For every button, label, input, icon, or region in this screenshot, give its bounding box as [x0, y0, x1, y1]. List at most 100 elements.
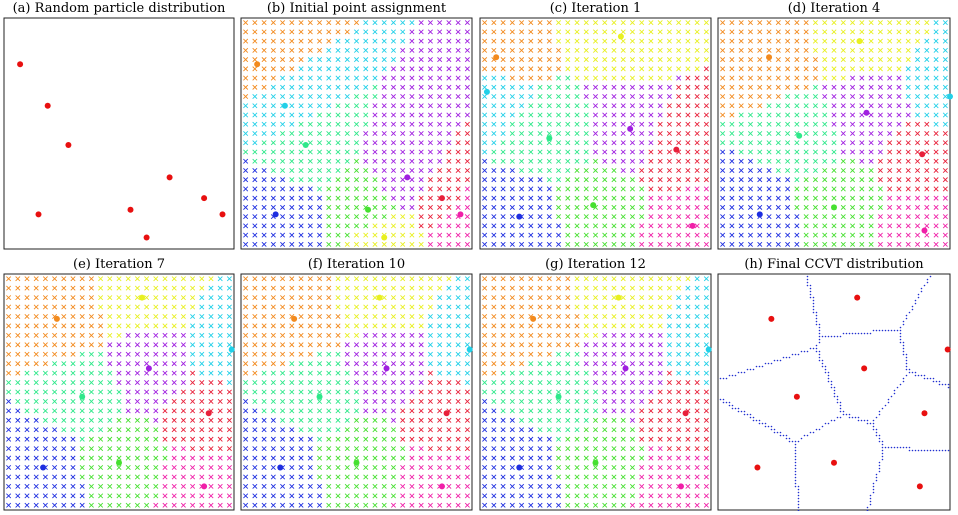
cell-boundary: [827, 374, 830, 377]
grid-cross: [372, 47, 378, 53]
grid-cross: [298, 140, 304, 146]
grid-cross: [785, 130, 791, 137]
grid-cross: [500, 232, 506, 238]
grid-cross: [850, 158, 856, 164]
grid-cross: [648, 66, 654, 72]
grid-cross: [766, 29, 772, 35]
grid-cross: [738, 84, 744, 90]
cell-boundary: [773, 359, 776, 362]
grid-cross: [546, 121, 552, 127]
grid-cross: [335, 232, 341, 238]
grid-cross: [639, 130, 645, 137]
grid-cross: [491, 75, 497, 81]
grid-cross: [270, 66, 276, 72]
panel-title: (h) Final CCVT distribution: [744, 257, 924, 272]
grid-cross: [859, 186, 865, 192]
cell-boundary: [923, 374, 926, 377]
grid-cross: [803, 121, 809, 127]
grid-cross: [840, 195, 846, 201]
grid-cross: [738, 241, 744, 247]
grid-cross: [565, 140, 571, 146]
grid-cross: [289, 112, 295, 118]
cell-boundary: [779, 434, 782, 437]
grid-cross: [418, 20, 424, 26]
generator: [831, 204, 837, 211]
grid-cross: [400, 130, 406, 137]
grid-cross: [831, 158, 837, 164]
grid-cross: [775, 66, 781, 72]
grid-cross: [565, 232, 571, 238]
grid-cross: [592, 20, 599, 26]
cell-boundary: [752, 419, 755, 422]
grid-cross: [289, 57, 295, 63]
grid-cross: [831, 177, 837, 183]
cell-boundary: [902, 323, 905, 326]
grid-cross: [812, 20, 818, 26]
particle: [861, 365, 868, 372]
grid-cross: [747, 204, 753, 210]
grid-cross: [747, 223, 753, 229]
grid-cross: [629, 94, 635, 100]
grid-cross: [775, 103, 781, 109]
grid-cross: [757, 84, 763, 90]
grid-cross: [565, 84, 571, 90]
grid-cross: [270, 149, 276, 155]
grid-cross: [261, 140, 267, 146]
grid-cross: [289, 75, 295, 81]
grid-cross: [639, 75, 645, 81]
generator: [228, 346, 235, 353]
grid-cross: [676, 130, 682, 137]
grid-cross: [455, 75, 461, 81]
grid-cross: [775, 47, 781, 53]
grid-cross: [500, 112, 506, 118]
cell-boundary: [815, 350, 818, 353]
grid-cross: [592, 103, 599, 109]
grid-cross: [455, 241, 461, 247]
cell-boundary: [944, 383, 947, 386]
grid-cross: [261, 20, 267, 26]
grid-cross: [602, 149, 608, 155]
grid-cross: [840, 38, 846, 44]
grid-cross: [868, 47, 874, 53]
cell-boundary: [794, 467, 797, 470]
grid-cross: [694, 103, 700, 109]
grid-cross: [270, 94, 276, 100]
grid-cross: [418, 204, 424, 210]
grid-cross: [639, 29, 645, 35]
cell-boundary: [809, 284, 812, 287]
grid-cross: [602, 75, 608, 81]
grid-cross: [812, 149, 818, 155]
grid-cross: [335, 38, 341, 44]
grid-cross: [372, 232, 378, 238]
cell-boundary: [818, 341, 821, 344]
grid-cross: [565, 20, 571, 26]
grid-cross: [556, 186, 562, 192]
cell-boundary: [875, 416, 878, 419]
grid-cross: [280, 112, 286, 118]
particle: [768, 315, 775, 322]
grid-cross: [353, 195, 360, 201]
grid-cross: [583, 186, 589, 192]
grid-cross: [427, 121, 433, 127]
grid-cross: [289, 204, 295, 210]
grid-cross: [775, 214, 781, 220]
cell-boundary: [866, 422, 869, 425]
grid-cross: [519, 121, 525, 127]
grid-cross: [528, 186, 534, 192]
cell-boundary: [929, 377, 932, 380]
grid-cross: [840, 66, 846, 72]
grid-cross: [775, 29, 781, 35]
grid-cross: [464, 204, 470, 210]
grid-cross: [381, 121, 387, 127]
grid-cross: [831, 38, 837, 44]
grid-cross: [289, 94, 295, 100]
grid-cross: [685, 214, 691, 220]
grid-cross: [602, 232, 608, 238]
cell-boundary: [848, 413, 851, 416]
grid-cross: [850, 47, 856, 53]
grid-cross: [289, 47, 295, 53]
grid-cross: [611, 214, 617, 220]
grid-cross: [400, 38, 406, 44]
grid-cross: [794, 167, 800, 173]
grid-cross: [868, 29, 874, 35]
